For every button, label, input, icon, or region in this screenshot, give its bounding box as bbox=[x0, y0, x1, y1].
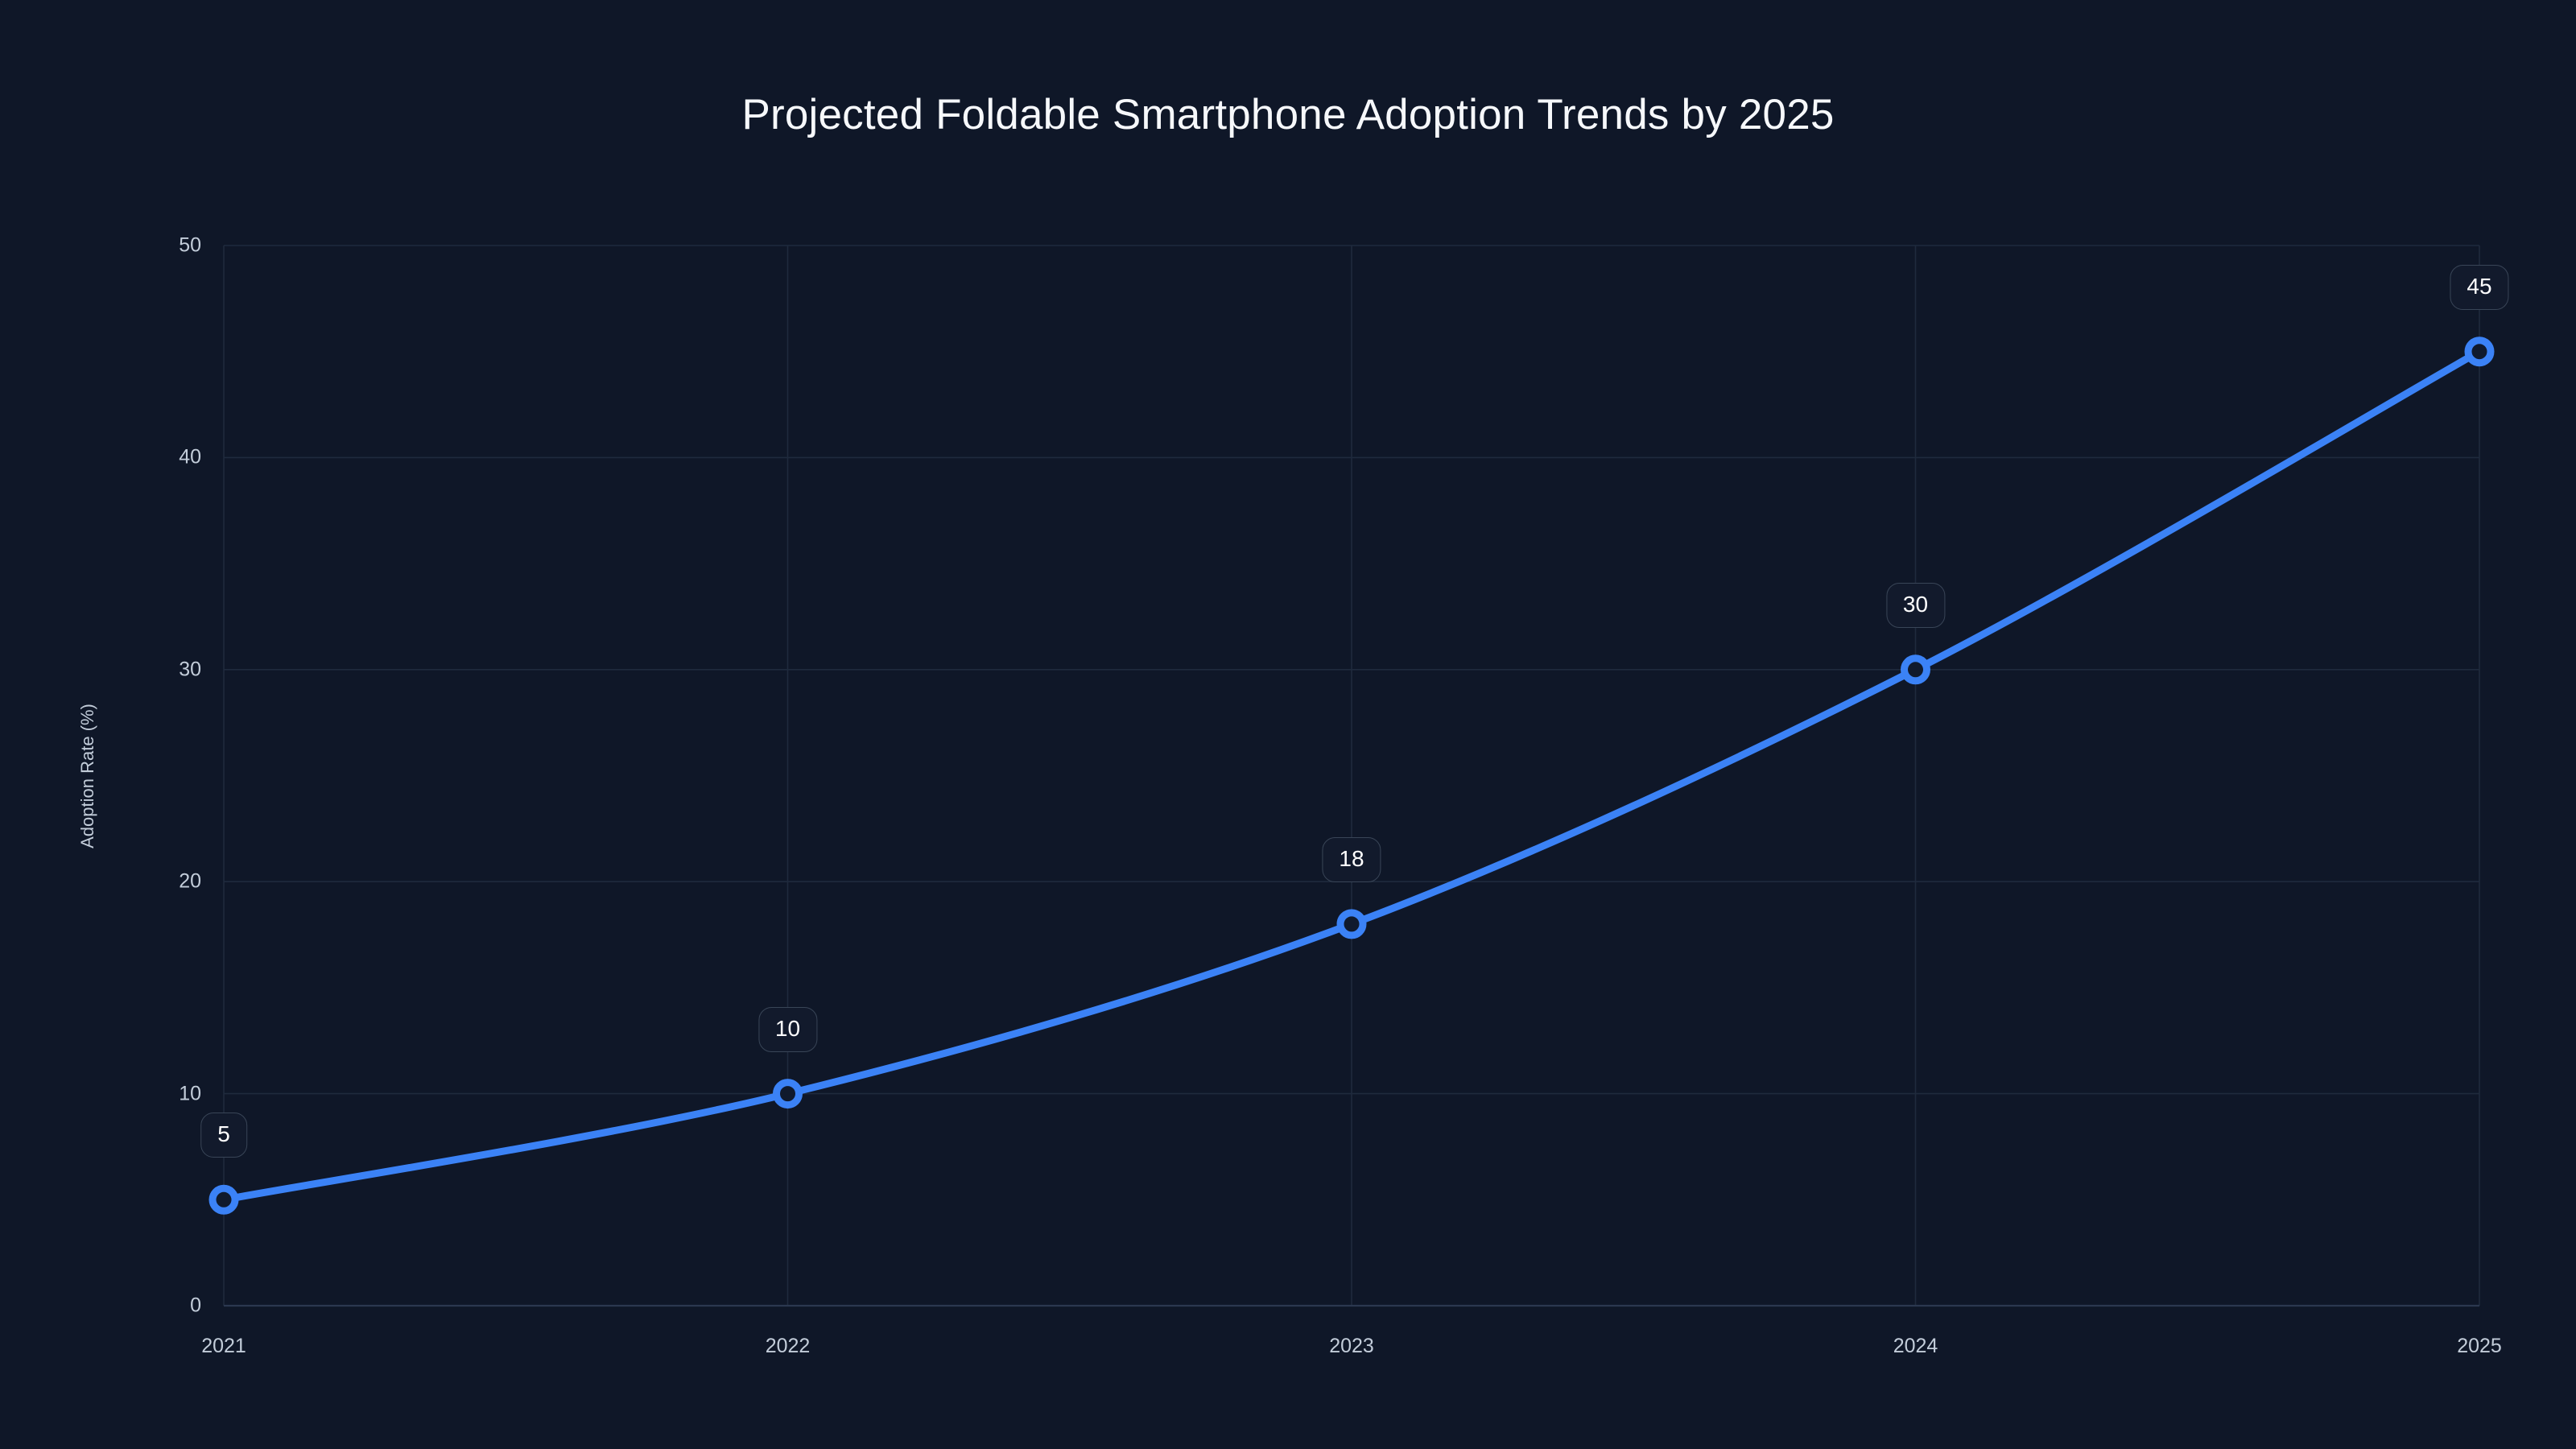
y-axis-title: Adoption Rate (%) bbox=[77, 703, 97, 848]
chart-title: Projected Foldable Smartphone Adoption T… bbox=[741, 91, 1835, 138]
x-tick-label: 2023 bbox=[1329, 1335, 1374, 1357]
x-tick-label: 2022 bbox=[765, 1335, 811, 1357]
y-tick-label: 50 bbox=[179, 233, 201, 257]
y-tick-label: 30 bbox=[179, 658, 201, 681]
x-tick-label: 2025 bbox=[2457, 1335, 2502, 1357]
data-value-badge: 18 bbox=[1322, 836, 1381, 882]
data-point-markers bbox=[208, 336, 2495, 1215]
x-tick-label: 2021 bbox=[201, 1335, 246, 1357]
y-tick-label: 0 bbox=[190, 1294, 201, 1317]
data-value-badge: 45 bbox=[2450, 264, 2509, 310]
x-tick-label: 2024 bbox=[1893, 1335, 1938, 1357]
data-value-badge: 10 bbox=[758, 1006, 818, 1052]
y-tick-label: 10 bbox=[179, 1082, 201, 1105]
data-value-badge: 5 bbox=[200, 1113, 247, 1158]
y-tick-label: 40 bbox=[179, 445, 201, 469]
y-tick-label: 20 bbox=[179, 869, 201, 893]
grid-lines bbox=[223, 245, 2480, 1307]
data-value-badge: 30 bbox=[1885, 582, 1946, 628]
